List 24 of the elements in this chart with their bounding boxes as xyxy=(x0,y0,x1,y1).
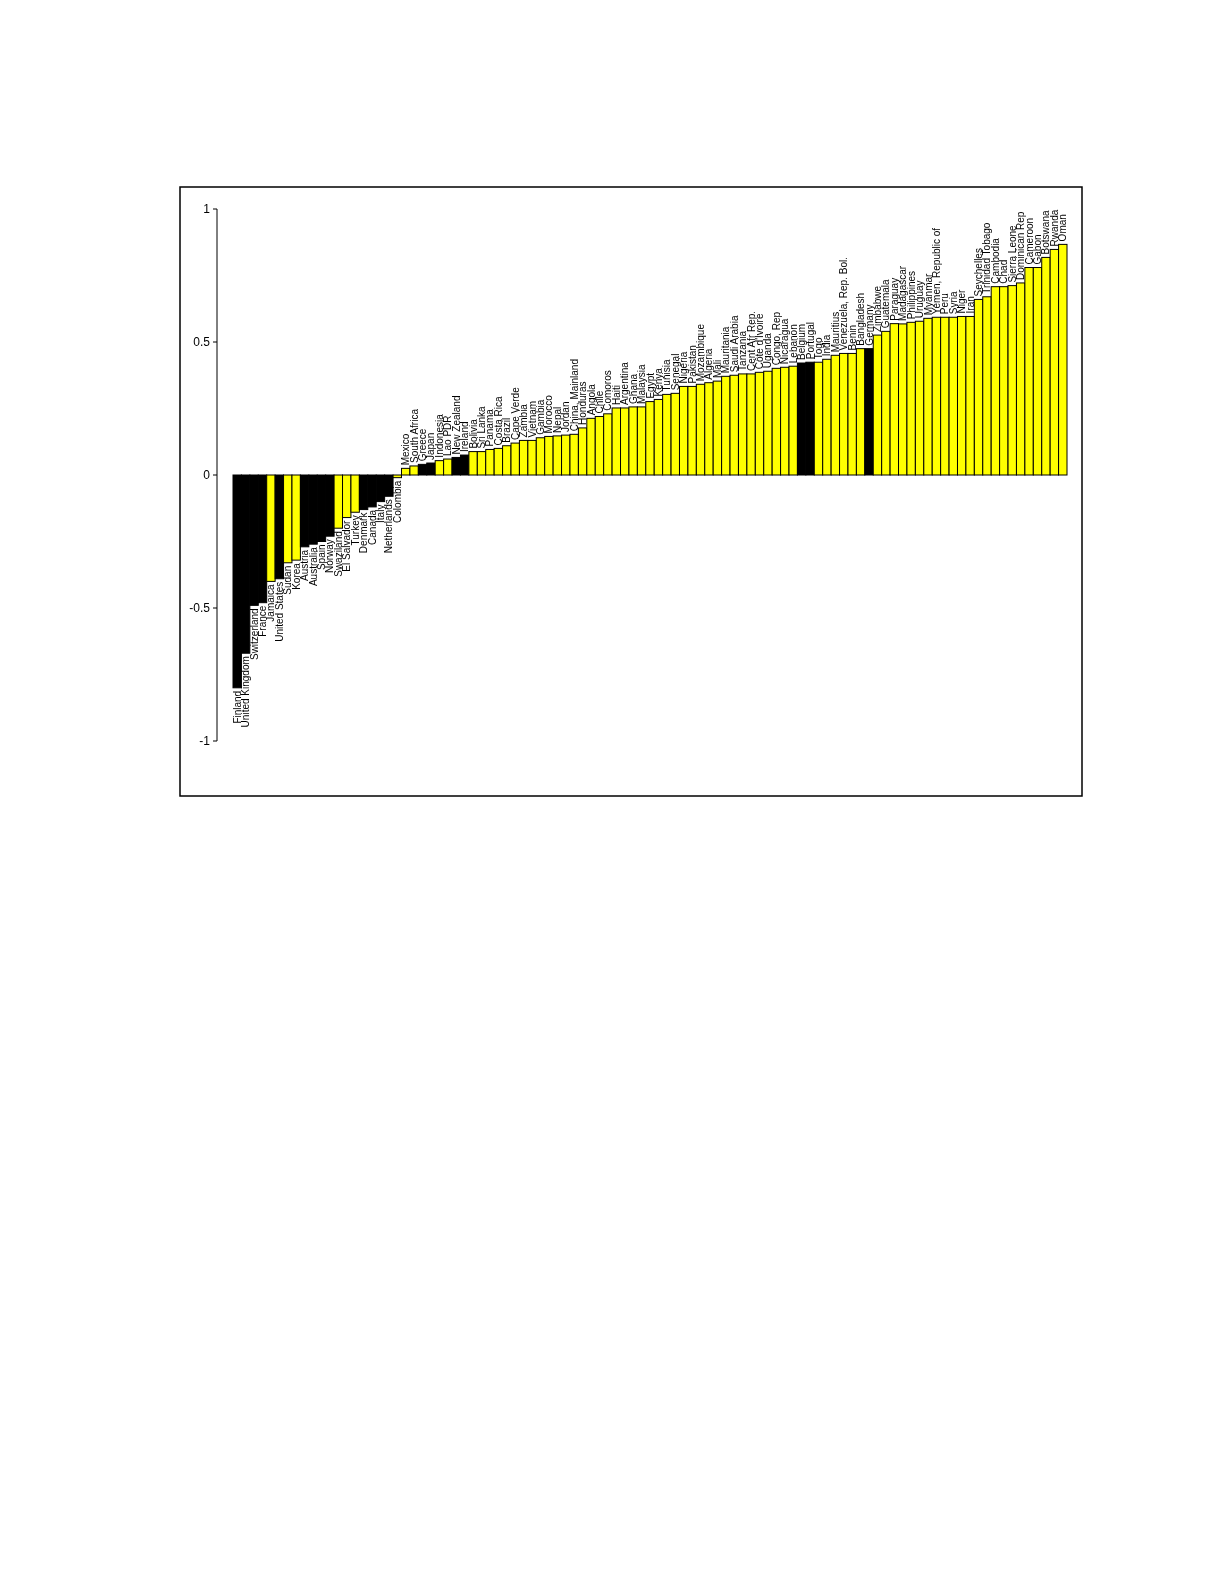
x-tick-label: Venezuela, Rep. Bol. xyxy=(838,257,850,351)
x-tick-label: Madagascar xyxy=(897,265,909,321)
x-tick-label: Uruguay xyxy=(914,280,926,319)
y-tick-label: -0.5 xyxy=(189,601,211,616)
x-tick-label: Nicaragua xyxy=(779,318,791,365)
x-tick-label: Cambodia xyxy=(989,237,1001,284)
x-tick-label: Malaysia xyxy=(636,364,648,404)
x-tick-label: Oman xyxy=(1057,214,1069,242)
x-tick-label: Colombia xyxy=(391,480,403,523)
x-tick-label: Niger xyxy=(956,288,968,314)
x-tick-label: Bangladesh xyxy=(855,292,867,346)
x-tick-label: Nigeria xyxy=(678,351,690,384)
y-tick-label: 0.5 xyxy=(193,335,211,350)
y-tick-label: -1 xyxy=(199,734,211,749)
x-tick-label: Argentina xyxy=(619,361,631,405)
x-tick-label: Senegal xyxy=(669,353,681,391)
y-tick-label: 1 xyxy=(203,202,211,217)
x-tick-label: United Kingdom xyxy=(240,656,252,728)
x-tick-label: Angola xyxy=(585,383,597,416)
y-tick-label: 0 xyxy=(203,468,211,483)
x-tick-label: Mauritius xyxy=(829,311,841,353)
x-tick-label: Finland xyxy=(231,690,243,724)
x-tick-label: Seychelles xyxy=(973,248,985,297)
x-tick-label: Tanzania xyxy=(737,330,749,371)
